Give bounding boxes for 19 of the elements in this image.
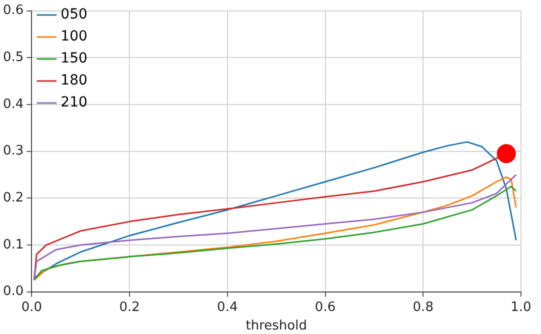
x-tick-label: 0.4 — [217, 300, 238, 315]
legend-label: 100 — [60, 28, 88, 45]
y-tick-label: 0.6 — [2, 3, 24, 18]
x-tick-label: 0.0 — [21, 300, 42, 315]
y-tick-label: 0.5 — [2, 50, 24, 66]
legend-label: 150 — [60, 50, 88, 67]
y-tick-label: 0.3 — [2, 144, 24, 159]
y-tick-label: 0.0 — [2, 284, 24, 300]
y-tick-label: 0.4 — [2, 96, 24, 112]
y-tick-label: 0.2 — [2, 190, 24, 206]
y-tick-label: 0.1 — [2, 237, 24, 252]
x-tick-label: 0.8 — [412, 300, 434, 315]
legend-label: 180 — [60, 72, 88, 89]
x-tick-label: 0.2 — [119, 300, 140, 315]
x-tick-label: 0.6 — [314, 300, 336, 315]
legend-label: 050 — [60, 6, 88, 23]
x-axis-title: threshold — [246, 318, 307, 334]
legend-label: 210 — [60, 94, 88, 111]
x-tick-label: 1.0 — [510, 300, 532, 315]
